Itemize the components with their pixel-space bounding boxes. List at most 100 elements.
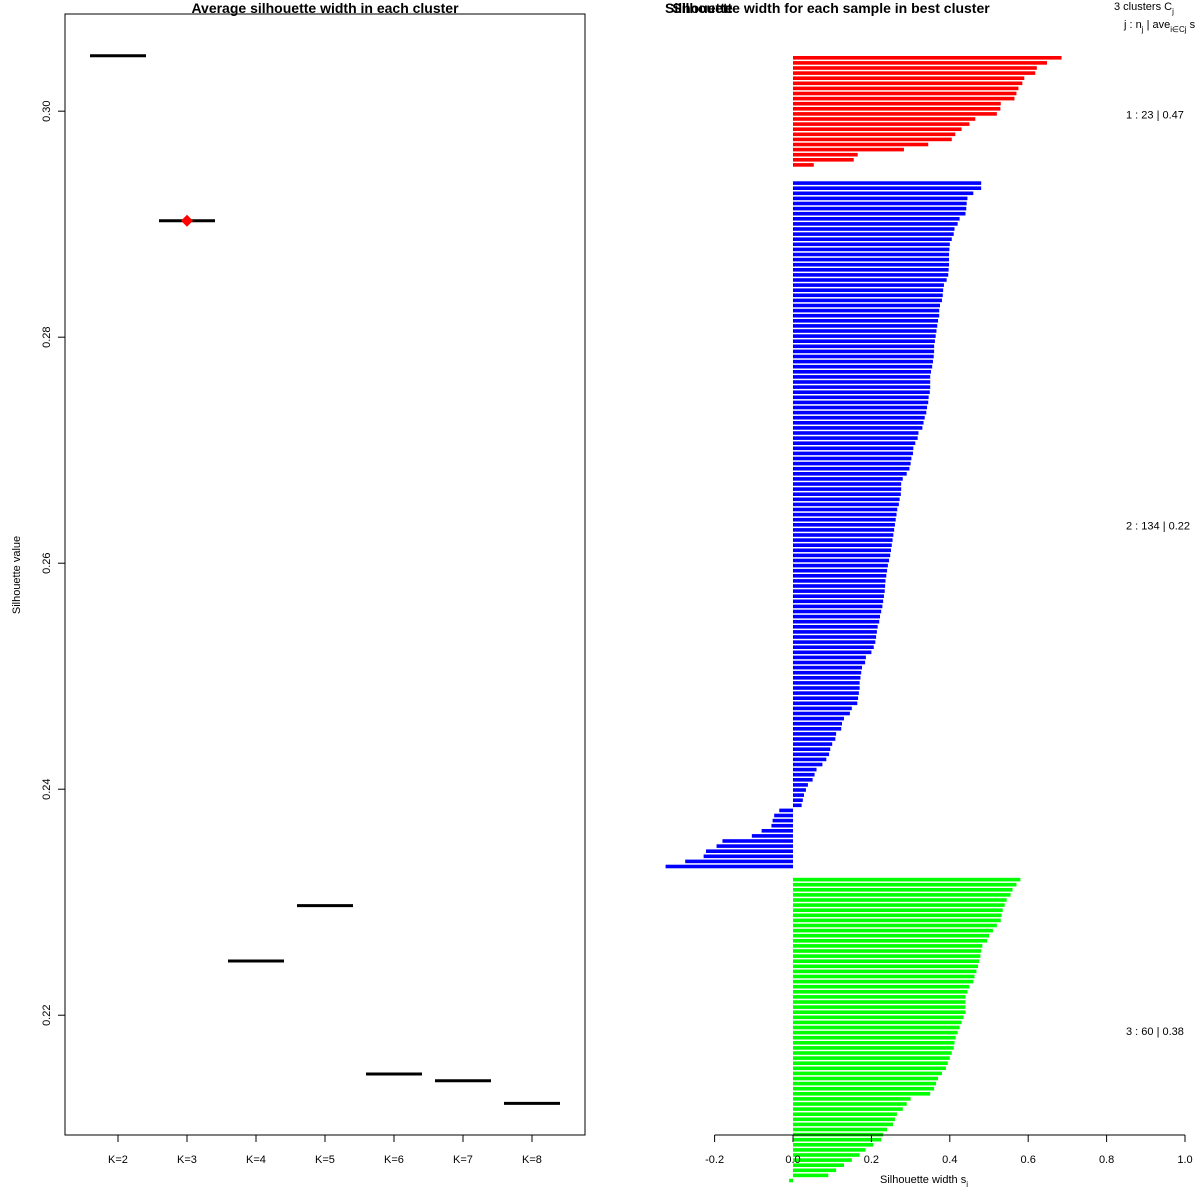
silhouette-bar (771, 823, 793, 828)
silhouette-bar (793, 122, 970, 126)
silhouette-bar (793, 898, 1007, 902)
silhouette-bar (793, 979, 974, 984)
silhouette-bar (793, 655, 866, 660)
silhouette-bar (793, 742, 833, 746)
silhouette-bar (793, 426, 923, 430)
silhouette-bar (793, 1071, 942, 1076)
header-line2-sub2: i∈Cj (1170, 25, 1187, 34)
silhouette-bar (793, 778, 813, 782)
silhouette-bar (793, 252, 950, 257)
silhouette-bar (793, 798, 803, 802)
silhouette-bar (793, 589, 885, 593)
silhouette-bar (793, 487, 902, 491)
silhouette-bar (793, 112, 997, 116)
silhouette-bar (793, 1010, 966, 1014)
silhouette-bar (793, 721, 842, 726)
silhouette-bar (793, 410, 927, 415)
left-y-axis-label: Silhouette value (11, 536, 23, 614)
silhouette-bar (793, 676, 861, 680)
silhouette-bar (793, 313, 940, 318)
silhouette-bar (793, 913, 1002, 918)
silhouette-bar (793, 594, 884, 598)
silhouette-bar (793, 349, 935, 354)
silhouette-bar (793, 186, 982, 190)
silhouette-bar (793, 783, 808, 787)
silhouette-bar (793, 990, 968, 994)
silhouette-bar (793, 288, 944, 292)
silhouette-bar (751, 834, 793, 838)
silhouette-bar (793, 308, 940, 313)
right-x-tick-label: -0.2 (705, 1154, 724, 1166)
average-silhouette-panel: Average silhouette width in each cluster… (11, 0, 586, 1166)
silhouette-bar (793, 324, 938, 328)
silhouette-bar (793, 431, 919, 435)
silhouette-bar (793, 446, 914, 451)
silhouette-bar (793, 477, 903, 481)
silhouette-bar (793, 1102, 907, 1106)
silhouette-bar (793, 788, 806, 792)
silhouette-bar (793, 964, 979, 969)
silhouette-bar (793, 132, 956, 137)
silhouette-bar (793, 217, 960, 221)
silhouette-bar (793, 147, 904, 152)
silhouette-bar (793, 599, 884, 604)
silhouette-bar (793, 247, 950, 252)
silhouette-bar (793, 375, 931, 379)
header-line2-c: s (1187, 19, 1196, 31)
silhouette-bar (793, 262, 950, 267)
silhouette-bar (793, 1000, 966, 1004)
silhouette-bar (793, 984, 970, 989)
left-x-axis: K=2 K=3 K=4 K=5 K=6 K=7 K=8 (108, 1134, 542, 1166)
silhouette-bar (793, 954, 981, 958)
cluster-label: 1 : 23 | 0.47 (1126, 110, 1184, 122)
silhouette-bar (793, 472, 907, 476)
header-line2-a: j : n (1123, 19, 1142, 31)
silhouette-bar (793, 969, 977, 974)
silhouette-bar (793, 625, 878, 629)
left-x-tick-label: K=5 (315, 1154, 335, 1166)
left-x-tick-label: K=2 (108, 1154, 128, 1166)
right-chart-title: Silhouette width for each sample in best… (672, 0, 990, 16)
silhouette-bar (793, 1137, 882, 1142)
silhouette-bar (793, 319, 939, 323)
header-line1: 3 clusters C (1114, 1, 1172, 13)
right-x-tick-label: 0.0 (785, 1154, 800, 1166)
silhouette-bar (793, 553, 891, 558)
left-data-marks (90, 54, 560, 1105)
silhouette-bar (793, 1153, 860, 1157)
silhouette-bar (793, 211, 966, 216)
silhouette-bar (793, 1127, 888, 1132)
silhouette-bar (793, 283, 944, 287)
silhouette-bar (793, 158, 854, 162)
silhouette-bar (793, 686, 860, 690)
silhouette-bar (793, 1051, 952, 1055)
right-x-axis-label-sub: i (966, 1180, 968, 1189)
silhouette-bar (793, 757, 827, 762)
cluster-label: 3 : 60 | 0.38 (1126, 1026, 1184, 1038)
right-x-axis: -0.2 0.0 0.2 0.4 0.6 0.8 1.0 (705, 1134, 1193, 1166)
silhouette-bar (793, 86, 1019, 91)
silhouette-bar (793, 635, 877, 639)
silhouette-bar (793, 711, 850, 716)
silhouette-bar (793, 918, 1001, 923)
silhouette-bar (793, 1086, 935, 1091)
right-x-tick-label: 0.8 (1099, 1154, 1114, 1166)
silhouette-bar (793, 152, 858, 157)
silhouette-bar (793, 1035, 956, 1040)
silhouette-bar (793, 1143, 874, 1147)
silhouette-bar (793, 1112, 897, 1116)
silhouette-bar (793, 268, 949, 272)
silhouette-bar (705, 849, 793, 853)
silhouette-bar (793, 1173, 829, 1178)
silhouette-bar (793, 691, 859, 695)
cluster-label: 2 : 134 | 0.22 (1126, 521, 1190, 533)
silhouette-bar (793, 461, 911, 466)
silhouette-bar (789, 1178, 793, 1183)
silhouette-bar (793, 339, 935, 343)
left-x-tick-label: K=3 (177, 1154, 197, 1166)
left-x-tick-label: K=7 (453, 1154, 473, 1166)
cluster-header: 3 clusters Cj j : nj | avei∈Cj s (1114, 1, 1196, 34)
silhouette-bar (793, 1066, 946, 1071)
silhouette-bar (793, 201, 967, 206)
silhouette-bar (793, 163, 814, 167)
